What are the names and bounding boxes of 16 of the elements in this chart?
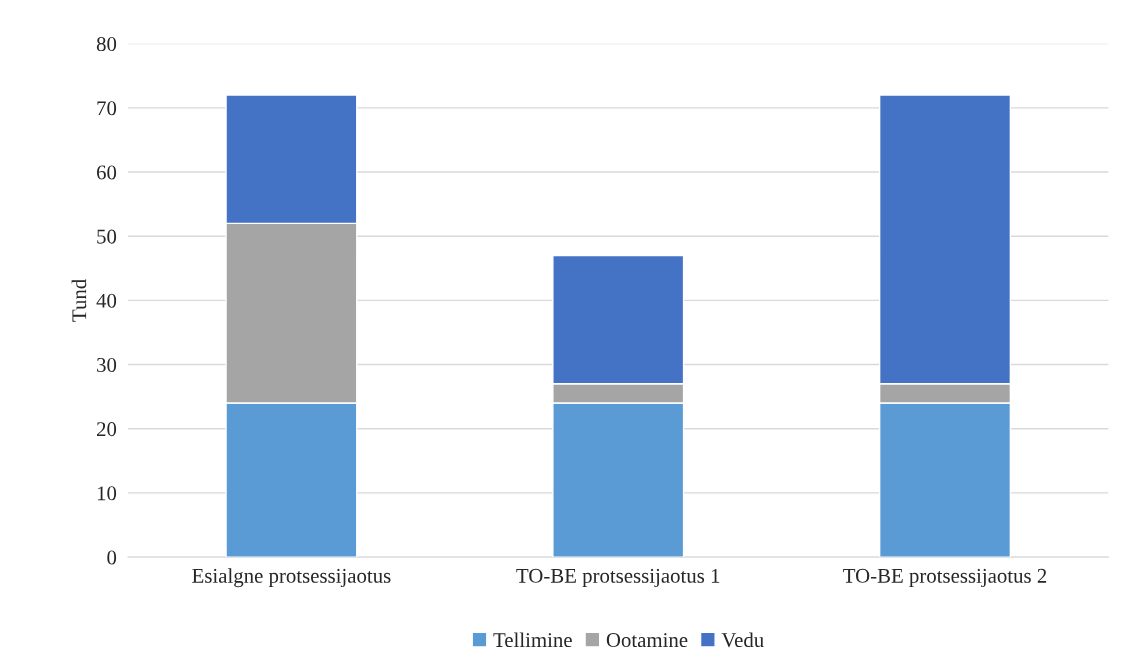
y-tick-label: 50: [97, 229, 117, 244]
x-tick-label: Esialgne protsessijaotus: [192, 568, 391, 588]
x-tick-label: TO-BE protsessijaotus 2: [843, 568, 1047, 588]
y-tick-label: 60: [96, 165, 117, 180]
y-tick-label: 10: [97, 486, 117, 501]
y-tick-label: 20: [96, 422, 117, 437]
y-tick-label: 30: [97, 357, 117, 372]
legend-label: Tellimine: [493, 632, 572, 648]
y-tick-label: 40: [96, 293, 117, 308]
y-tick-label: 80: [96, 37, 117, 52]
y-tick-label: 0: [107, 550, 117, 565]
legend-label: Ootamine: [606, 633, 688, 648]
legend-label: Vedu: [721, 632, 764, 648]
x-tick-label: TO-BE protsessijaotus 1: [516, 568, 720, 588]
y-axis-title: Tund: [71, 279, 87, 322]
y-tick-label: 70: [97, 101, 117, 116]
